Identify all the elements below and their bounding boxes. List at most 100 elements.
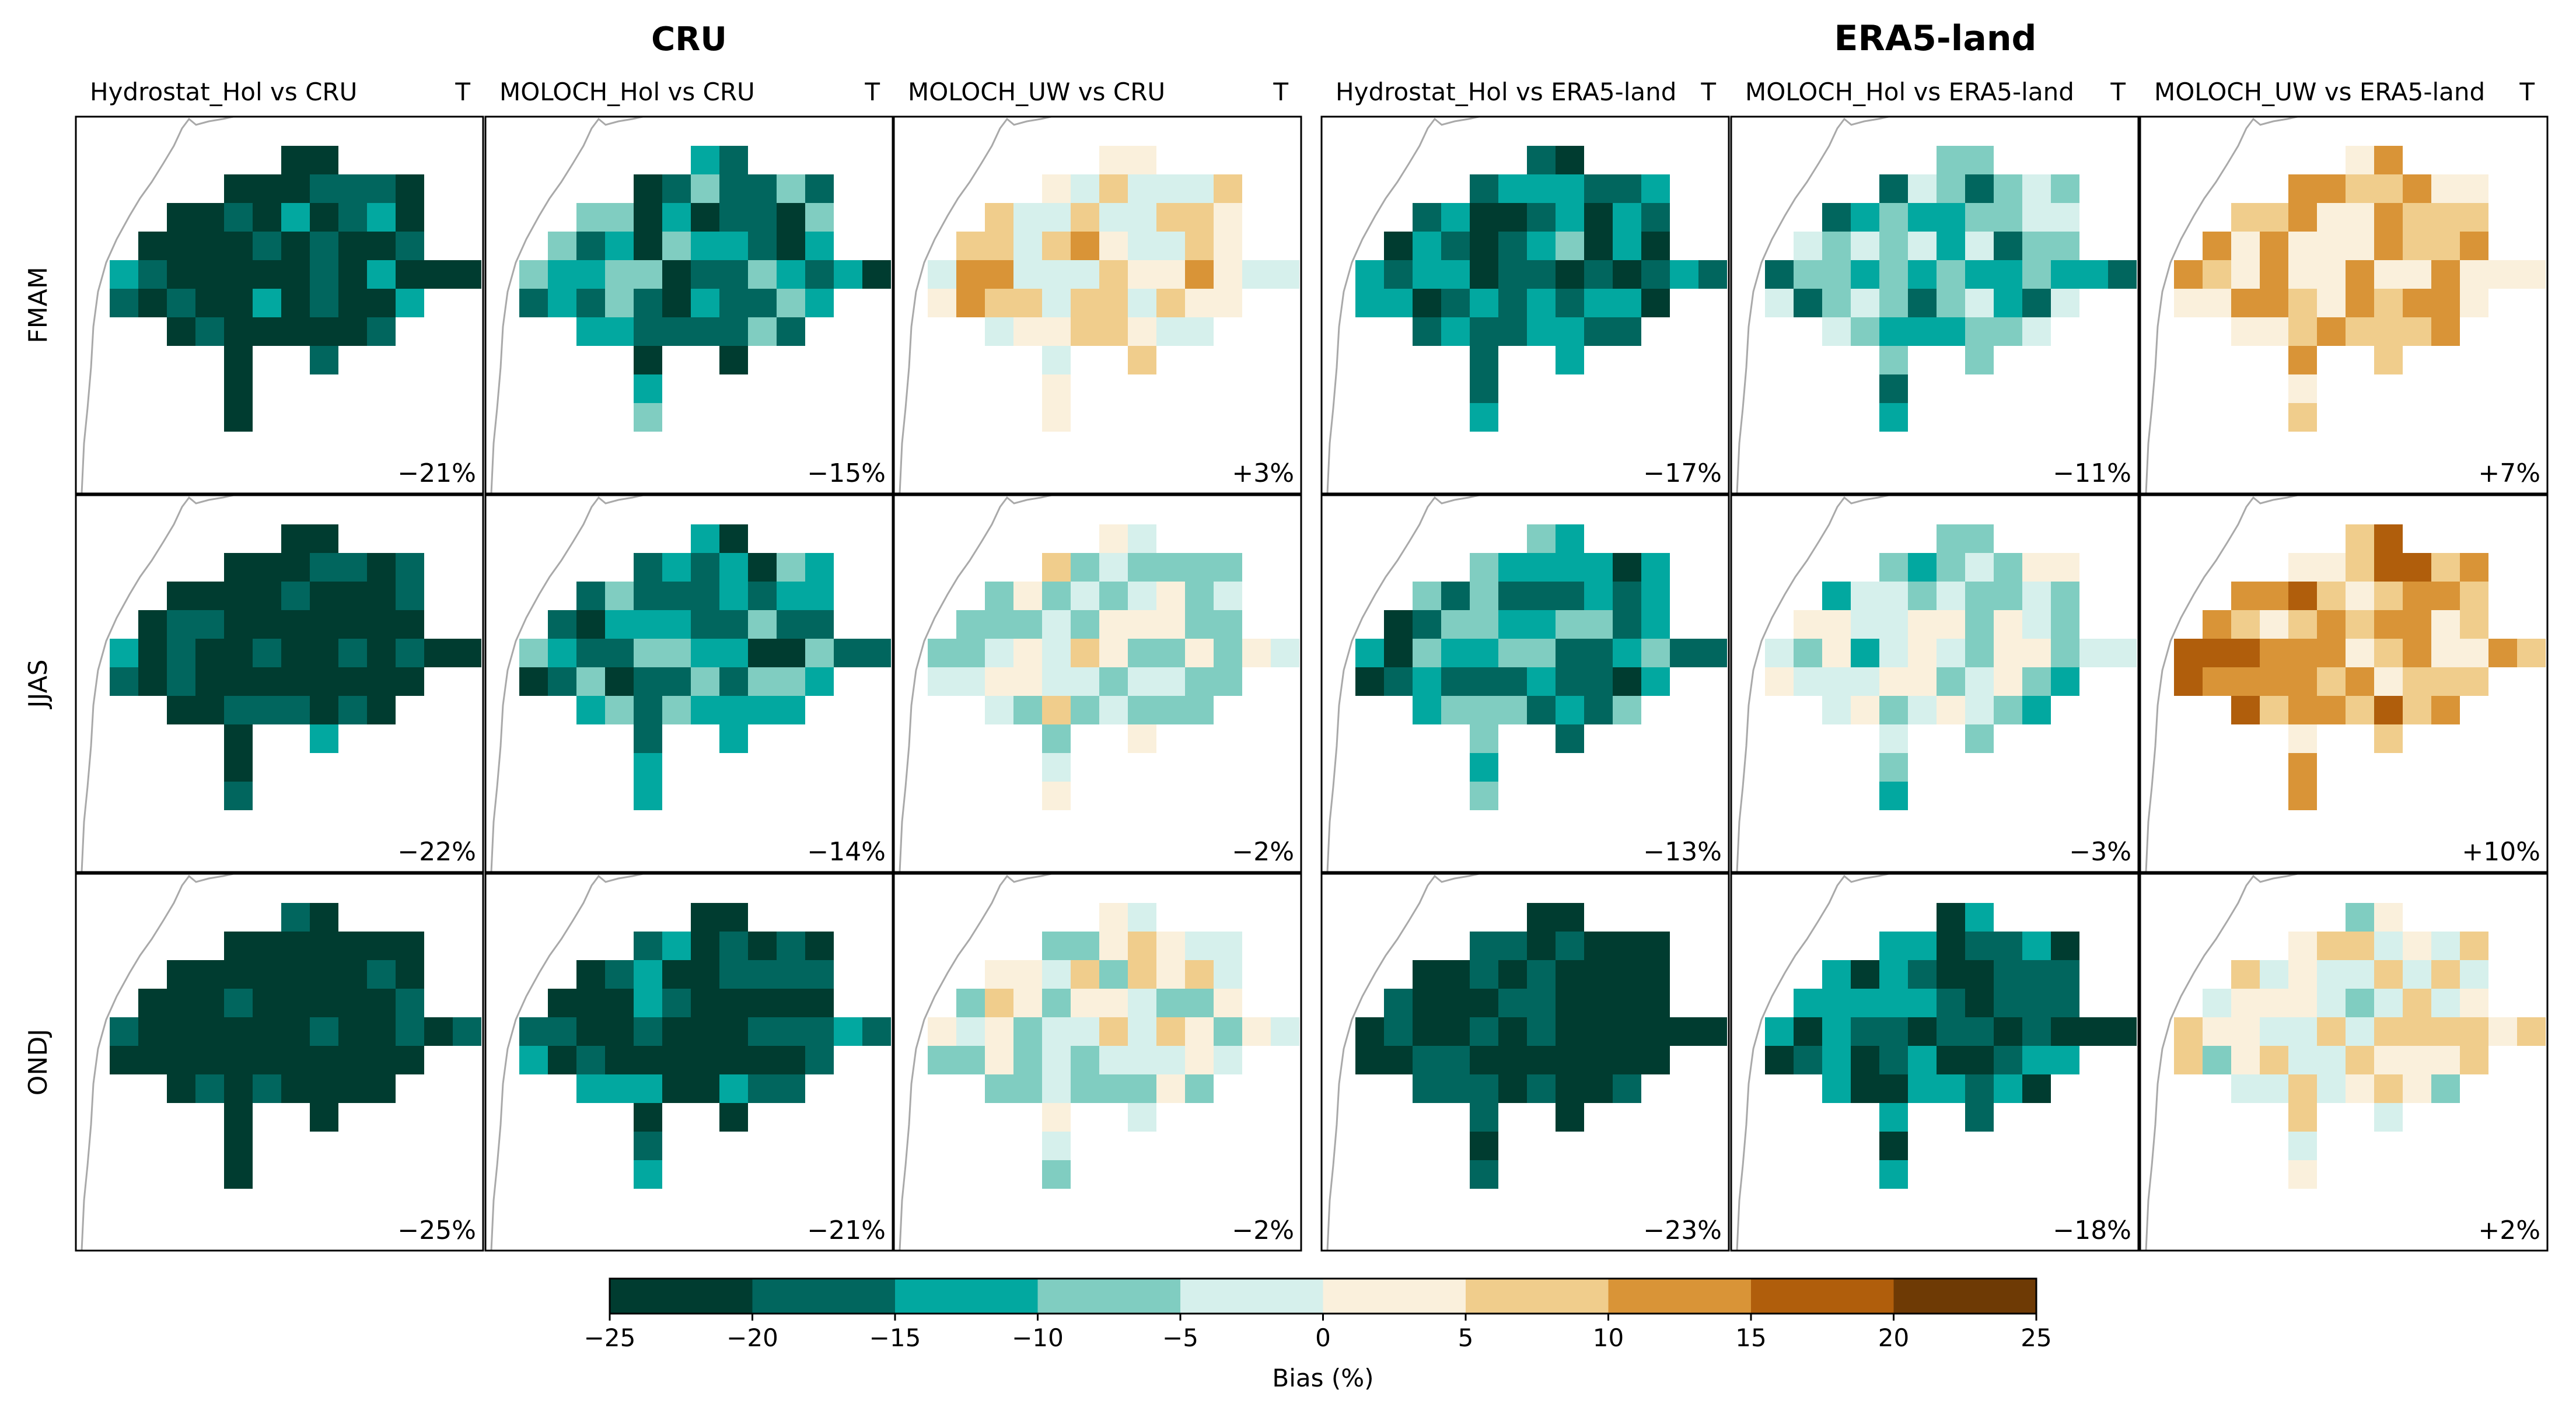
grid-cell [1413,610,1441,639]
grid-cell [1556,553,1584,582]
grid-cell [396,553,424,582]
grid-cell [1413,960,1441,989]
grid-cell [1128,1046,1156,1074]
panel-jjas-6: +10% [2139,494,2549,873]
grid-cell [1099,524,1128,553]
grid-cell [634,403,662,432]
grid-cell [605,639,634,667]
grid-cell [138,1017,167,1046]
grid-cell [138,289,167,317]
grid-cell [1994,1017,2022,1046]
grid-cell [2460,667,2488,696]
grid-cell [2288,346,2317,374]
colorbar-tick-label: 15 [1735,1324,1766,1352]
grid-cell [1498,1046,1527,1074]
grid-cell [1851,610,1879,639]
grid-cell [634,1074,662,1103]
grid-cell [1556,1046,1584,1074]
grid-cell [1156,932,1185,960]
grid-cell [138,1046,167,1074]
grid-cell [281,667,310,696]
grid-cell [310,932,338,960]
panel-fmam-1: −21% [75,115,484,495]
grid-cell [691,232,719,260]
grid-cell [1355,667,1384,696]
grid-cell [1128,174,1156,203]
grid-cell [605,232,634,260]
grid-cell [224,582,253,610]
variable-label: T [2110,78,2126,106]
grid-cell [576,1046,605,1074]
grid-cell [253,553,281,582]
grid-cell [576,610,605,639]
grid-cell [1128,724,1156,753]
grid-cell [2403,667,2431,696]
grid-cell [1099,989,1128,1017]
grid-cell [1042,403,1071,432]
mean-bias-label: −17% [1643,458,1722,488]
grid-cell [2317,260,2346,289]
grid-cell [1994,174,2022,203]
grid-cell [224,753,253,782]
grid-cell [1937,960,1965,989]
grid-cell [691,289,719,317]
grid-cell [310,1046,338,1074]
grid-cell [224,610,253,639]
grid-cell [1099,317,1128,346]
grid-cell [1185,317,1214,346]
grid-cell [1994,260,2022,289]
grid-cell [367,553,396,582]
column-title: MOLOCH_Hol vs CRU [499,78,755,106]
grid-cell [1556,203,1584,232]
grid-cell [719,146,748,174]
grid-cell [1908,989,1937,1017]
grid-cell [310,203,338,232]
grid-cell [1042,1046,1071,1074]
grid-cell [2203,260,2231,289]
grid-cell [1214,610,1242,639]
grid-cell [1042,1160,1071,1189]
grid-cell [519,260,548,289]
grid-cell [1470,782,1498,810]
grid-cell [777,989,805,1017]
mean-bias-label: −13% [1643,837,1722,867]
grid-cell [338,639,367,667]
panel-frame [893,115,1302,495]
grid-cell [834,639,862,667]
grid-cell [1851,1046,1879,1074]
grid-cell [719,1046,748,1074]
grid-cell [2317,667,2346,696]
grid-cell [1042,960,1071,989]
grid-cell [1271,1017,1299,1046]
grid-cell [1071,932,1099,960]
grid-cell [253,582,281,610]
grid-cell [1794,1017,1822,1046]
grid-cell [605,317,634,346]
grid-cell [253,1046,281,1074]
grid-cell [691,1017,719,1046]
grid-cell [719,639,748,667]
panel-frame [1320,494,1730,873]
grid-cell [1765,667,1794,696]
grid-cell [167,639,195,667]
grid-cell [2431,639,2460,667]
grid-cell [281,639,310,667]
grid-cell [1413,232,1441,260]
grid-cell [1879,667,1908,696]
grid-cell [2022,932,2051,960]
grid-cell [2231,260,2260,289]
grid-cell [1851,289,1879,317]
grid-cell [110,639,138,667]
grid-cell [985,260,1013,289]
grid-cell [1794,232,1822,260]
grid-cell [1584,289,1613,317]
grid-cell [2374,553,2403,582]
grid-cell [338,667,367,696]
grid-cell [1822,960,1851,989]
grid-cell [338,553,367,582]
grid-cell [253,610,281,639]
grid-cell [1641,960,1670,989]
grid-cell [1965,639,1994,667]
grid-cell [1470,696,1498,724]
grid-cell [2403,989,2431,1017]
